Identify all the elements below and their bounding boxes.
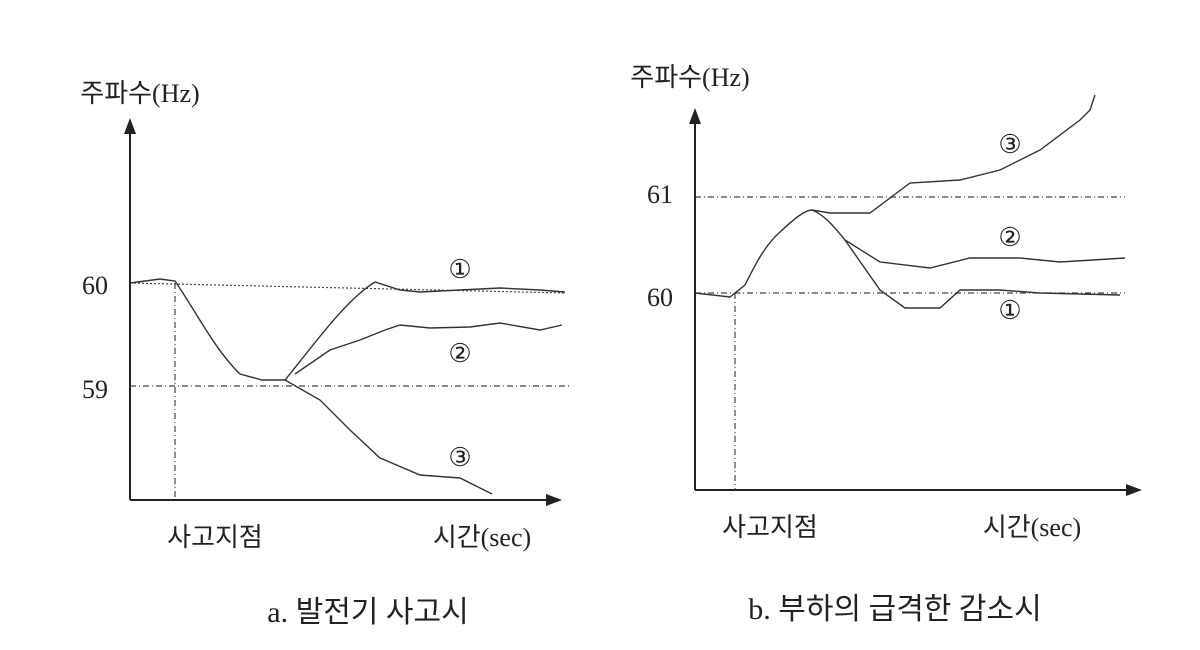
curve bbox=[129, 278, 285, 381]
tick-label: 59 bbox=[82, 375, 108, 404]
curve-label: ① bbox=[448, 255, 471, 284]
curve-label: ① bbox=[998, 296, 1021, 325]
curve bbox=[284, 379, 493, 495]
tick-label: 61 bbox=[647, 180, 673, 209]
y-label: 주파수(Hz) bbox=[80, 79, 199, 108]
curve bbox=[830, 94, 1096, 214]
caption: a. 발전기 사고시 bbox=[267, 596, 468, 629]
caption: b. 부하의 급격한 감소시 bbox=[748, 593, 1041, 626]
curve bbox=[844, 239, 1121, 309]
x-label: 사고지점 bbox=[722, 513, 818, 542]
curve-label: ② bbox=[998, 223, 1021, 252]
arrow bbox=[546, 494, 562, 506]
tick-label: 60 bbox=[647, 283, 673, 312]
x-label: 사고지점 bbox=[167, 523, 263, 552]
curve bbox=[694, 209, 831, 298]
arrow bbox=[689, 108, 701, 124]
curve bbox=[811, 209, 1126, 269]
panel-a: 주파수(Hz) 60 59 ① ② ③ 사고지점 시간(sec) a. 발전기 … bbox=[80, 79, 572, 629]
reference-line bbox=[129, 282, 566, 294]
x-label: 시간(sec) bbox=[433, 523, 531, 552]
arrow bbox=[124, 118, 136, 134]
curve-label: ③ bbox=[998, 130, 1021, 159]
panel-b: 주파수(Hz) 61 60 ③ ② ① 사고지점 시간(sec) b. 부하의 … bbox=[630, 63, 1142, 626]
curve-label: ② bbox=[448, 339, 471, 368]
y-label: 주파수(Hz) bbox=[630, 63, 749, 92]
arrow bbox=[1126, 484, 1142, 496]
curve bbox=[284, 281, 566, 381]
tick-label: 60 bbox=[82, 271, 108, 300]
x-label: 시간(sec) bbox=[983, 513, 1081, 542]
curve-label: ③ bbox=[448, 443, 471, 472]
curve bbox=[294, 322, 563, 375]
